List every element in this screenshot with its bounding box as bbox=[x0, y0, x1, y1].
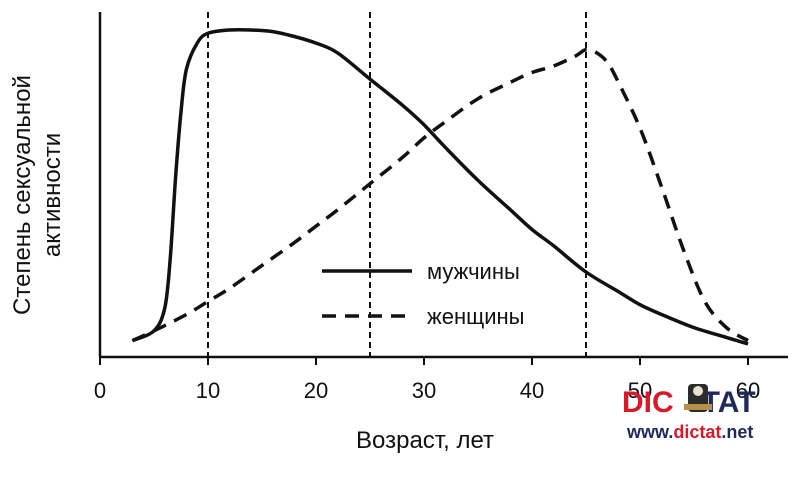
x-tick-label: 0 bbox=[94, 378, 106, 403]
watermark-brand-right: TAT bbox=[702, 386, 756, 419]
watermark-brand-left: DIC bbox=[622, 386, 674, 419]
x-tick-label: 30 bbox=[412, 378, 436, 403]
series-line-women bbox=[131, 47, 749, 343]
watermark-url: www.dictat.net bbox=[626, 422, 753, 442]
watermark: DIC TAT www.dictat.net bbox=[622, 384, 756, 442]
legend: мужчины женщины bbox=[322, 259, 524, 329]
watermark-url-prefix: www. bbox=[626, 422, 673, 442]
y-axis-title-line-2: активности bbox=[39, 133, 66, 257]
watermark-url-name: dictat bbox=[673, 422, 721, 442]
y-axis-title: Степень сексуальной активности bbox=[9, 75, 66, 315]
watermark-mascot-icon bbox=[684, 384, 712, 412]
watermark-url-suffix: .net bbox=[721, 422, 753, 442]
x-tick-label: 40 bbox=[520, 378, 544, 403]
x-tick-label: 50 bbox=[628, 378, 652, 403]
x-tick-label: 20 bbox=[304, 378, 328, 403]
y-axis-title-line-1: Степень сексуальной bbox=[9, 75, 36, 315]
x-tick-label: 60 bbox=[736, 378, 760, 403]
legend-label-men: мужчины bbox=[427, 259, 520, 284]
watermark-brand: DIC TAT bbox=[622, 386, 756, 419]
x-tick-label: 10 bbox=[196, 378, 220, 403]
series-line-men bbox=[131, 27, 749, 346]
legend-label-women: женщины bbox=[427, 304, 524, 329]
x-axis-title: Возраст, лет bbox=[356, 427, 494, 454]
